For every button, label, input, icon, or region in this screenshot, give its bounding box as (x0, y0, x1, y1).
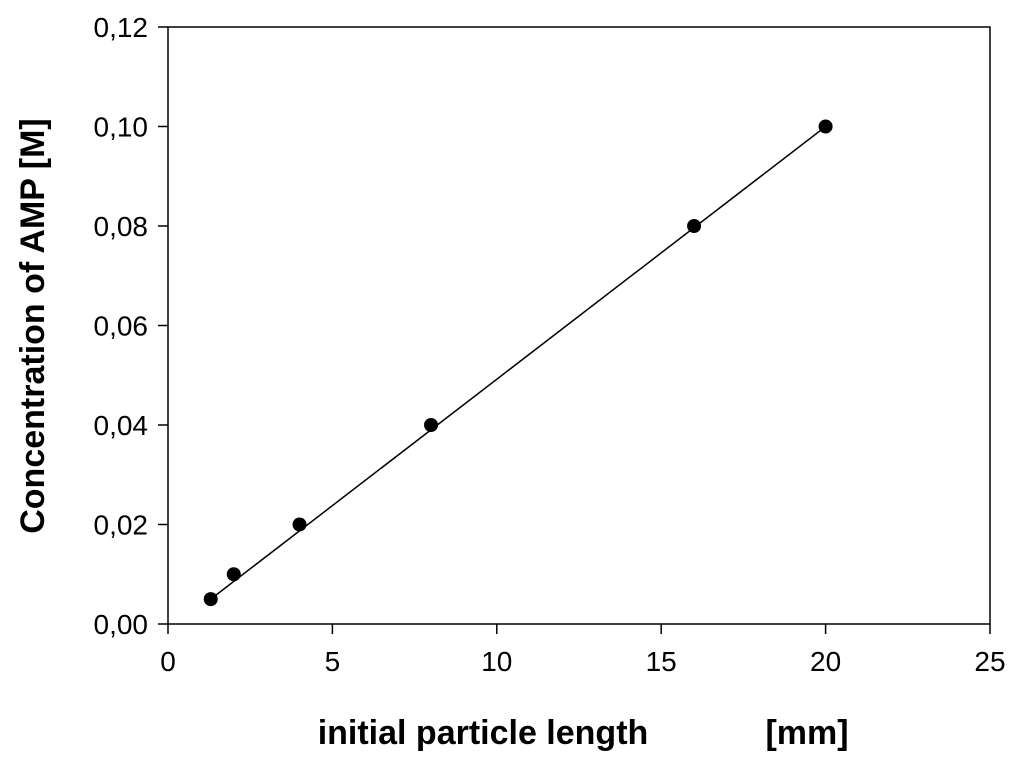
data-point (292, 517, 307, 532)
data-point (226, 567, 241, 582)
y-tick-label: 0,12 (94, 12, 149, 43)
y-tick-label: 0,02 (94, 510, 149, 541)
x-tick-label: 15 (646, 646, 677, 677)
fit-line (210, 125, 827, 600)
data-point (424, 418, 439, 432)
y-tick-label: 0,04 (94, 410, 149, 441)
y-tick-label: 0,10 (94, 112, 149, 143)
x-axis-ticks: 0 5 10 15 20 25 (160, 624, 1006, 677)
data-point (687, 219, 702, 233)
x-axis-title: initial particle length (318, 714, 649, 752)
x-tick-label: 10 (481, 646, 512, 677)
y-tick-label: 0,08 (94, 211, 149, 242)
y-tick-label: 0,06 (94, 311, 149, 342)
x-tick-label: 25 (974, 646, 1005, 677)
y-axis-ticks: 0,00 0,02 0,04 0,06 0,08 0,10 0,12 (94, 12, 168, 640)
fit-line-group (210, 125, 827, 600)
data-points (203, 119, 833, 607)
x-tick-label: 0 (160, 646, 176, 677)
y-tick-label: 0,00 (94, 609, 149, 640)
plot-area-frame (167, 26, 991, 625)
data-point (818, 119, 833, 134)
x-axis-unit: [mm] (765, 714, 848, 752)
data-point (203, 592, 218, 607)
x-tick-label: 20 (810, 646, 841, 677)
y-axis-title: Concentration of AMP [M] (14, 118, 52, 534)
x-tick-label: 5 (325, 646, 341, 677)
